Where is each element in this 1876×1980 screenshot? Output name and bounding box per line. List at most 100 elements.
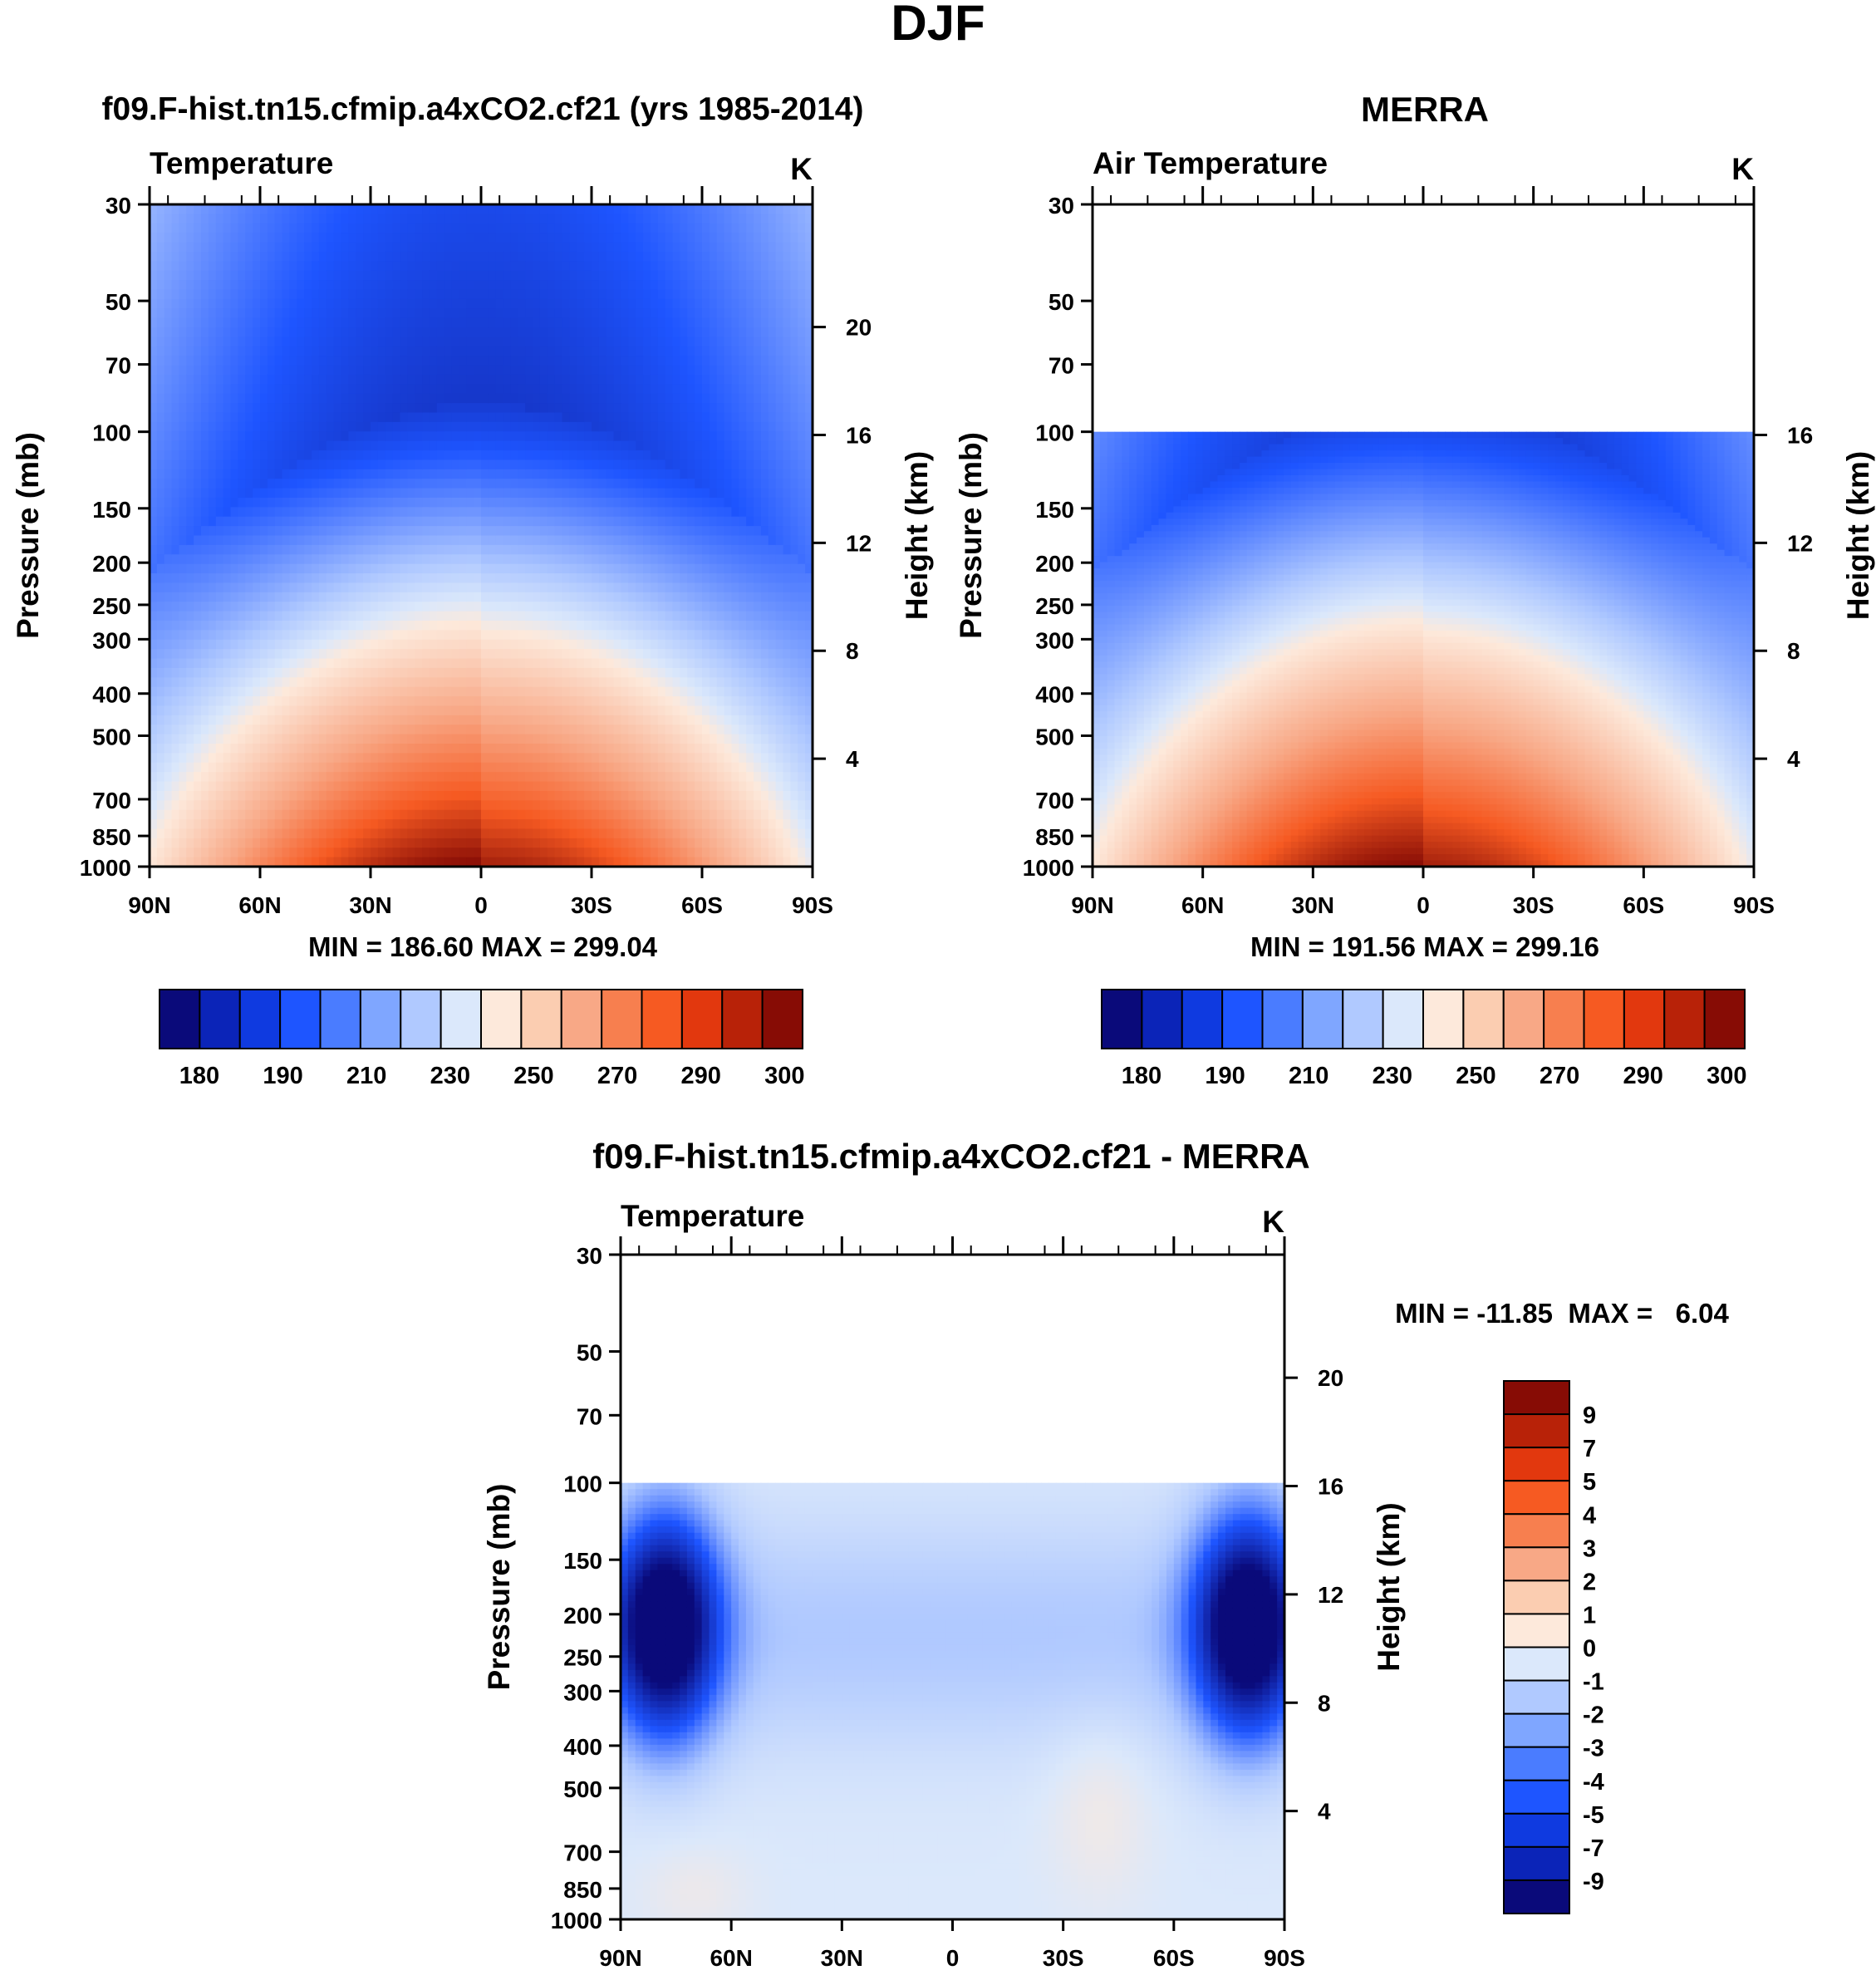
model-contour-cell xyxy=(466,450,474,461)
model-contour-cell xyxy=(533,421,541,432)
model-contour-cell xyxy=(643,412,651,423)
model-contour-cell xyxy=(385,479,394,489)
model-contour-cell xyxy=(260,223,268,233)
model-contour-cell xyxy=(525,526,533,537)
model-contour-cell xyxy=(201,469,209,479)
model-contour-cell xyxy=(584,848,592,858)
model-contour-cell xyxy=(636,611,644,622)
model-contour-cell xyxy=(208,374,217,385)
model-contour-cell xyxy=(223,289,232,300)
model-contour-cell xyxy=(459,563,467,574)
model-contour-cell xyxy=(539,611,548,622)
model-contour-cell xyxy=(547,800,556,811)
model-contour-cell xyxy=(267,374,276,385)
model-contour-cell xyxy=(223,450,232,461)
model-contour-cell xyxy=(186,658,194,669)
model-contour-cell xyxy=(392,602,401,612)
model-contour-cell xyxy=(392,469,401,479)
model-contour-cell xyxy=(186,686,194,697)
model-contour-cell xyxy=(584,573,592,584)
model-contour-cell xyxy=(598,602,607,612)
model-contour-cell xyxy=(407,857,415,867)
model-contour-cell xyxy=(333,781,342,792)
model-contour-cell xyxy=(407,725,415,735)
model-contour-cell xyxy=(392,809,401,820)
model-contour-cell xyxy=(407,384,415,395)
model-contour-cell xyxy=(238,507,246,518)
model-contour-cell xyxy=(569,563,577,574)
model-contour-cell xyxy=(363,280,371,291)
model-contour-cell xyxy=(481,743,489,754)
model-contour-cell xyxy=(179,800,187,811)
model-contour-cell xyxy=(503,204,512,214)
model-contour-cell xyxy=(385,450,394,461)
model-contour-cell xyxy=(341,251,349,262)
model-contour-cell xyxy=(613,308,622,319)
model-contour-cell xyxy=(171,412,180,423)
model-contour-cell xyxy=(392,705,401,716)
model-contour-cell xyxy=(282,223,291,233)
model-contour-cell xyxy=(592,421,600,432)
model-contour-cell xyxy=(407,667,415,678)
model-contour-cell xyxy=(518,819,526,830)
model-contour-cell xyxy=(539,563,548,574)
model-contour-cell xyxy=(510,488,518,499)
model-contour-cell xyxy=(194,743,202,754)
model-contour-cell xyxy=(194,800,202,811)
model-contour-cell xyxy=(312,809,320,820)
model-contour-cell xyxy=(415,233,423,243)
model-contour-cell xyxy=(245,781,253,792)
model-contour-cell xyxy=(318,725,327,735)
model-contour-cell xyxy=(554,233,563,243)
model-contour-cell xyxy=(525,280,533,291)
model-contour-cell xyxy=(267,412,276,423)
model-contour-cell xyxy=(422,280,430,291)
model-contour-cell xyxy=(274,280,283,291)
model-contour-cell xyxy=(518,743,526,754)
model-contour-cell xyxy=(341,658,349,669)
model-contour-cell xyxy=(201,696,209,707)
model-contour-cell xyxy=(613,667,622,678)
model-contour-cell xyxy=(371,734,379,744)
model-contour-cell xyxy=(539,582,548,593)
model-contour-cell xyxy=(201,412,209,423)
model-contour-cell xyxy=(547,554,556,565)
model-contour-cell xyxy=(539,535,548,546)
model-contour-cell xyxy=(356,639,364,650)
model-contour-cell xyxy=(429,233,438,243)
model-contour-cell xyxy=(628,479,636,489)
model-contour-cell xyxy=(636,516,644,527)
model-contour-cell xyxy=(547,261,556,272)
model-contour-cell xyxy=(371,308,379,319)
model-contour-cell xyxy=(636,857,644,867)
model-contour-cell xyxy=(171,289,180,300)
model-contour-cell xyxy=(392,828,401,839)
model-contour-cell xyxy=(466,639,474,650)
model-contour-cell xyxy=(186,715,194,725)
model-contour-cell xyxy=(525,611,533,622)
model-contour-cell xyxy=(459,280,467,291)
model-contour-cell xyxy=(510,327,518,337)
model-contour-cell xyxy=(326,781,335,792)
model-contour-cell xyxy=(577,289,585,300)
model-contour-cell xyxy=(377,270,386,281)
model-contour-cell xyxy=(503,544,512,555)
model-contour-cell xyxy=(312,214,320,224)
model-contour-cell xyxy=(164,686,173,697)
model-contour-cell xyxy=(326,800,335,811)
model-contour-cell xyxy=(253,554,261,565)
model-contour-cell xyxy=(554,800,563,811)
model-contour-cell xyxy=(503,620,512,631)
model-contour-cell xyxy=(326,459,335,470)
model-contour-cell xyxy=(628,592,636,602)
model-contour-cell xyxy=(304,848,312,858)
model-contour-cell xyxy=(474,507,482,518)
model-contour-cell xyxy=(643,573,651,584)
model-contour-cell xyxy=(657,516,666,527)
model-contour-cell xyxy=(657,507,666,518)
model-contour-cell xyxy=(179,440,187,451)
model-contour-cell xyxy=(650,261,659,272)
model-contour-cell xyxy=(510,753,518,764)
model-contour-cell xyxy=(253,753,261,764)
model-contour-cell xyxy=(194,393,202,404)
